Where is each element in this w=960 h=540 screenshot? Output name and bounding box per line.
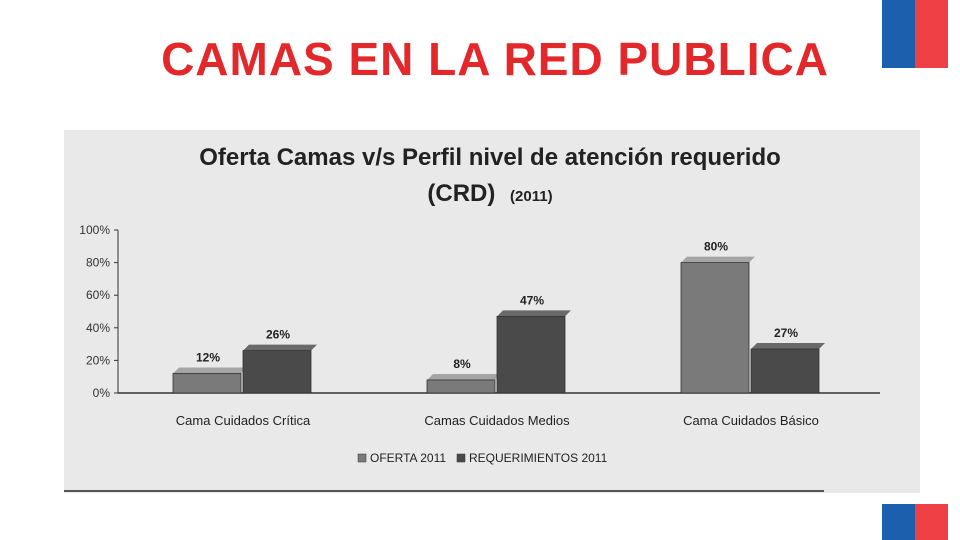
bar-top-face <box>173 367 247 374</box>
bar <box>426 379 496 394</box>
y-tick-label: 20% <box>86 353 110 367</box>
data-label: 26% <box>266 328 290 342</box>
slide-title: CAMAS EN LA RED PUBLICA <box>161 33 829 85</box>
bar-top-face <box>751 342 825 349</box>
x-category-label: Cama Cuidados Básico <box>683 413 819 428</box>
flag-bottom-decoration <box>882 504 948 540</box>
data-label: 8% <box>453 357 471 371</box>
data-label: 27% <box>774 326 798 340</box>
legend-label: OFERTA 2011 <box>370 451 446 465</box>
chart-subtitle: (CRD) (2011) <box>120 180 860 208</box>
legend-swatch <box>357 453 367 463</box>
y-tick-label: 80% <box>86 256 110 270</box>
legend-swatch <box>456 453 466 463</box>
bar <box>750 348 820 394</box>
bar <box>242 350 312 394</box>
bar <box>496 315 566 394</box>
y-tick-label: 40% <box>86 321 110 335</box>
chart-scan-background <box>64 130 920 493</box>
scan-bottom-line <box>64 490 824 492</box>
bar-top-face <box>427 373 501 380</box>
chart-subtitle-crd: (CRD) <box>427 180 496 207</box>
flag-top-decoration <box>882 0 948 68</box>
data-label: 80% <box>704 240 728 254</box>
legend-label: REQUERIMIENTOS 2011 <box>469 451 608 465</box>
bar-top-face <box>681 256 755 263</box>
x-category-label: Cama Cuidados Crítica <box>176 413 311 428</box>
y-tick-label: 0% <box>93 386 111 400</box>
y-tick-label: 60% <box>86 288 110 302</box>
x-category-label: Camas Cuidados Medios <box>424 413 570 428</box>
bar <box>680 262 750 394</box>
data-label: 47% <box>520 293 544 307</box>
y-tick-label: 100% <box>79 223 110 237</box>
bar <box>172 373 242 394</box>
bar-top-face <box>243 344 317 351</box>
bar-top-face <box>497 310 571 317</box>
data-label: 12% <box>196 350 220 364</box>
chart-title: Oferta Camas v/s Perfil nivel de atenció… <box>199 144 781 171</box>
chart-subtitle-year: (2011) <box>510 188 553 205</box>
